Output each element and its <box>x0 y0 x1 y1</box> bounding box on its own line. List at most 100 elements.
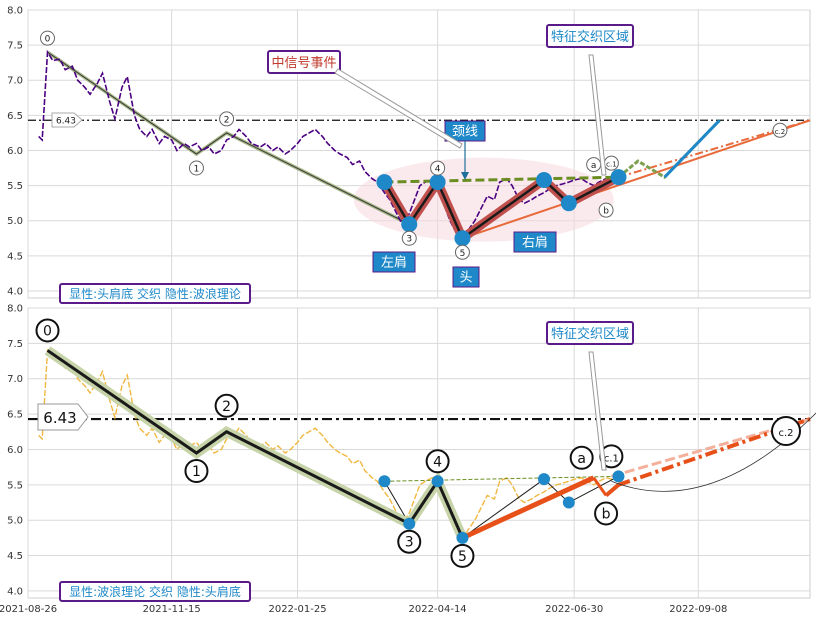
x-tick-label: 2022-04-14 <box>409 604 467 615</box>
hs-node <box>610 169 627 186</box>
y-tick-label: 5.0 <box>7 516 23 527</box>
hs-node <box>429 174 446 191</box>
hs-node <box>612 470 625 483</box>
hs-node <box>560 195 577 212</box>
hs-node <box>536 171 553 188</box>
neckline-arrowhead <box>461 172 469 180</box>
wave-label-circle <box>219 111 235 127</box>
zone-pointer <box>588 351 607 471</box>
hs-node <box>378 475 391 488</box>
hs-node <box>454 230 471 247</box>
hs-node <box>401 216 418 233</box>
y-tick-label: 6.5 <box>7 111 23 122</box>
neckline-label: 颈线 <box>452 125 478 140</box>
x-tick-label: 2022-01-25 <box>268 604 326 615</box>
wave-label-circle <box>425 449 450 474</box>
wave-label-2: 2 <box>224 115 230 125</box>
price-line <box>38 49 619 240</box>
left-shoulder-label-box <box>372 251 416 273</box>
y-tick-label: 6.0 <box>7 146 23 157</box>
wave-label-b: b <box>602 506 611 522</box>
zone-label: 特征交织区域 <box>551 29 629 45</box>
reference-value-label: 6.43 <box>56 117 76 127</box>
head-label: 头 <box>459 271 472 286</box>
panel-2: 4.0 4.5 5.0 5.5 6.0 6.5 7.0 7.5 8.0 0 1 2 3 4 5 a b c.1 c.… <box>7 304 816 602</box>
x-tick-label: 2021-08-26 <box>0 604 57 615</box>
wave-label-b: b <box>603 207 609 217</box>
wave-label-4: 4 <box>435 165 441 175</box>
reference-value-label: 6.43 <box>43 409 76 427</box>
wave-label-c.1: c.1 <box>606 161 617 169</box>
signal-event-box <box>267 50 341 74</box>
wave-label-a: a <box>591 161 597 171</box>
x-tick-label: 2022-06-30 <box>545 604 603 615</box>
subtitle-box <box>59 283 251 304</box>
y-tick-label: 7.0 <box>7 374 23 385</box>
plot-area <box>27 9 811 299</box>
subtitle: 显性:波浪理论 交织 隐性:头肩底 <box>69 584 241 599</box>
y-tick-label: 7.0 <box>7 76 23 87</box>
wave-label-1: 1 <box>192 464 201 480</box>
wave-label-2: 2 <box>222 399 231 415</box>
hs-node <box>456 531 469 544</box>
hs-node <box>403 517 416 530</box>
wave-label-circle <box>771 416 801 447</box>
wave-label-circle <box>772 122 788 138</box>
wave-c1-line <box>604 483 620 497</box>
zone-box <box>546 321 634 345</box>
wave-label-circle <box>40 30 56 46</box>
wave-label-3: 3 <box>406 235 412 245</box>
wave-label-c.2: c.2 <box>775 128 786 136</box>
wave-label-4: 4 <box>433 454 442 470</box>
hs-node <box>538 473 551 486</box>
y-tick-label: 6.5 <box>7 410 23 421</box>
wave-label-circle <box>188 160 204 176</box>
wave-label-circle <box>214 393 239 418</box>
projection-line <box>462 119 811 240</box>
zone-box <box>546 24 634 48</box>
wave-label-a: a <box>577 451 586 467</box>
reference-arrow <box>51 112 83 128</box>
signal-event-label: 中信号事件 <box>271 56 336 71</box>
wave-label-5: 5 <box>460 249 466 259</box>
y-tick-label: 8.0 <box>7 6 23 17</box>
wave-label-circle <box>35 318 60 343</box>
panel-1: 4.0 4.5 5.0 5.5 6.0 6.5 7.0 7.5 8.0 0 1 2 3 4 5 a b c.1 c.… <box>7 6 811 304</box>
y-tick-label: 8.0 <box>7 304 23 315</box>
neckline <box>384 175 619 184</box>
subtitle-box <box>59 581 251 602</box>
wave-label-circle <box>430 160 446 176</box>
y-tick-label: 7.5 <box>7 339 23 350</box>
y-tick-label: 4.0 <box>7 586 23 597</box>
plot-area <box>27 307 811 599</box>
subtitle: 显性:头肩底 交织 隐性:波浪理论 <box>69 286 241 301</box>
y-tick-label: 7.5 <box>7 41 23 52</box>
y-tick-label: 4.0 <box>7 286 23 297</box>
hs-node <box>431 475 444 488</box>
hs-node <box>376 174 393 191</box>
wave-label-circle <box>450 543 475 568</box>
wave-label-circle <box>397 529 422 554</box>
wave-label-0: 0 <box>43 323 52 339</box>
y-tick-label: 4.5 <box>7 551 23 562</box>
right-shoulder-label-box <box>513 231 557 253</box>
wave-line <box>46 349 464 539</box>
wave-label-3: 3 <box>405 535 414 551</box>
y-tick-label: 5.0 <box>7 216 23 227</box>
price-line <box>38 348 619 539</box>
zone-label: 特征交织区域 <box>551 326 629 342</box>
wave-label-circle <box>598 202 614 218</box>
wave-label-0: 0 <box>45 35 51 45</box>
wave-label-c.2: c.2 <box>778 428 793 439</box>
wave-a-line <box>461 475 595 541</box>
wave-label-1: 1 <box>194 165 200 175</box>
wave-label-circle <box>594 501 619 526</box>
zone-pointer <box>588 54 607 176</box>
reference-arrow <box>37 403 89 431</box>
wave-label-circle <box>454 244 470 260</box>
y-tick-label: 4.5 <box>7 251 23 262</box>
right-shoulder-label: 右肩 <box>522 235 548 251</box>
x-tick-label: 2022-09-08 <box>669 604 727 615</box>
wave-b-line <box>592 476 608 497</box>
